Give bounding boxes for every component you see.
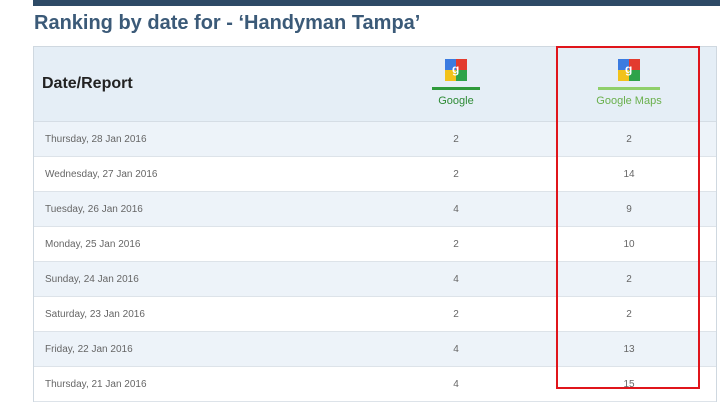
table-row: Thursday, 28 Jan 2016 2 2 <box>34 122 716 157</box>
google-column-header: g Google <box>376 59 536 107</box>
column-header: Google Maps <box>596 95 662 107</box>
maps-column-header: g Google Maps <box>549 59 709 107</box>
maps-rank: 13 <box>623 344 635 355</box>
maps-rank: 14 <box>623 169 635 180</box>
google-rank: 4 <box>453 274 459 285</box>
top-bar <box>33 0 720 6</box>
maps-rank: 10 <box>623 239 635 250</box>
google-rank: 4 <box>453 204 459 215</box>
highlight-box <box>556 46 700 389</box>
date-cell: Thursday, 28 Jan 2016 <box>45 134 147 145</box>
column-header: Date/Report <box>42 75 133 92</box>
maps-rank: 2 <box>626 134 632 145</box>
maps-rank: 2 <box>626 274 632 285</box>
table-body: Thursday, 28 Jan 2016 2 2 Wednesday, 27 Jan… <box>34 122 716 402</box>
date-cell: Monday, 25 Jan 2016 <box>45 239 141 250</box>
table-row: Thursday, 21 Jan 2016 4 15 <box>34 367 716 402</box>
date-cell: Thursday, 21 Jan 2016 <box>45 379 147 390</box>
table-row: Wednesday, 27 Jan 2016 2 14 <box>34 157 716 192</box>
maps-rank: 15 <box>623 379 635 390</box>
google-rank: 2 <box>453 239 459 250</box>
date-cell: Wednesday, 27 Jan 2016 <box>45 169 158 180</box>
google-rank: 2 <box>453 309 459 320</box>
maps-rank: 2 <box>626 309 632 320</box>
table-header: Date/Report g Google g Google Maps <box>34 47 716 122</box>
column-header: Google <box>438 95 474 107</box>
google-icon: g <box>445 59 467 81</box>
date-cell: Tuesday, 26 Jan 2016 <box>45 204 143 215</box>
google-rank: 2 <box>453 169 459 180</box>
table-row: Friday, 22 Jan 2016 4 13 <box>34 332 716 367</box>
table-row: Tuesday, 26 Jan 2016 4 9 <box>34 192 716 227</box>
google-rank: 4 <box>453 344 459 355</box>
date-cell: Friday, 22 Jan 2016 <box>45 344 133 355</box>
maps-rank: 9 <box>626 204 632 215</box>
page-title: Ranking by date for - ‘Handyman Tampa’ <box>34 12 421 34</box>
underline <box>432 87 480 90</box>
date-cell: Sunday, 24 Jan 2016 <box>45 274 139 285</box>
maps-icon: g <box>618 59 640 81</box>
table-row: Saturday, 23 Jan 2016 2 2 <box>34 297 716 332</box>
underline <box>598 87 660 90</box>
google-rank: 2 <box>453 134 459 145</box>
ranking-table: Date/Report g Google g Google Maps Thurs… <box>33 46 717 402</box>
table-row: Sunday, 24 Jan 2016 4 2 <box>34 262 716 297</box>
date-cell: Saturday, 23 Jan 2016 <box>45 309 145 320</box>
svg-text:g: g <box>625 62 632 76</box>
svg-text:g: g <box>452 62 459 76</box>
table-row: Monday, 25 Jan 2016 2 10 <box>34 227 716 262</box>
google-rank: 4 <box>453 379 459 390</box>
